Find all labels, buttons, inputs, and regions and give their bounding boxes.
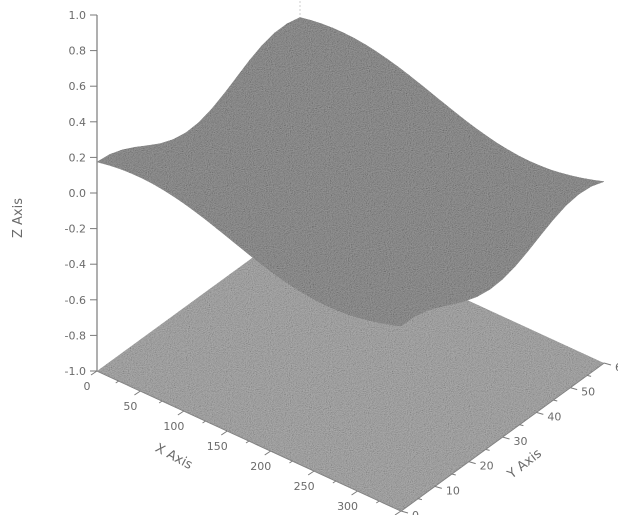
y-minor-tick: [553, 399, 558, 402]
y-tick-label: 30: [514, 435, 528, 448]
z-tick-label: 1.0: [69, 9, 87, 22]
z-tick-label: -0.8: [65, 329, 86, 342]
y-minor-tick: [417, 498, 423, 501]
y-tick: [603, 362, 612, 366]
y-tick-label: 60: [615, 361, 618, 374]
y-tick: [400, 510, 409, 514]
x-tick: [351, 490, 358, 496]
y-tick-label: 50: [581, 386, 595, 399]
x-minor-tick: [158, 400, 163, 404]
x-tick: [394, 510, 402, 515]
z-tick-label: -0.4: [65, 258, 86, 271]
z-tick-label: 0.4: [69, 116, 87, 129]
surface-mesh: [96, 17, 605, 327]
y-tick-label: 10: [446, 484, 460, 497]
x-tick-label: 100: [163, 420, 184, 433]
y-tick-label: 20: [480, 460, 494, 473]
y-tick-label: 40: [547, 410, 561, 423]
y-minor-tick: [451, 473, 456, 476]
y-minor-tick: [586, 374, 592, 377]
x-tick: [264, 450, 271, 456]
z-axis-title: Z Axis: [11, 198, 26, 238]
y-tick: [468, 461, 476, 465]
z-tick-label: 0.2: [69, 151, 87, 164]
y-tick: [502, 436, 510, 440]
x-minor-tick: [376, 500, 380, 504]
y-axis-title: Y Axis: [504, 446, 545, 483]
x-tick-label: 250: [294, 480, 315, 493]
y-tick: [434, 485, 442, 489]
x-tick-label: 150: [207, 440, 228, 453]
y-tick: [536, 411, 544, 415]
x-tick: [134, 390, 141, 396]
z-tick-label: -0.6: [65, 294, 86, 307]
x-minor-tick: [332, 480, 337, 484]
floor-projection-layer: [97, 223, 604, 511]
x-axis-title: X Axis: [152, 441, 195, 473]
y-minor-tick: [519, 424, 524, 427]
x-tick: [221, 430, 228, 436]
surface-layer: [96, 17, 605, 327]
x-tick: [90, 370, 98, 376]
x-tick-label: 50: [123, 400, 137, 413]
z-tick-label: 0.8: [69, 45, 87, 58]
x-tick: [177, 410, 185, 416]
x-tick-label: 200: [250, 460, 271, 473]
x-tick: [307, 470, 315, 476]
x-tick-label: 0: [84, 380, 91, 393]
floor-projection: [97, 223, 604, 511]
x-minor-tick: [289, 460, 293, 464]
labels-layer: 1.0 0.8 0.6 0.4 0.2 0.0 -0.2 -0.4 -0.6 -0.8 -1.0 0 5…: [65, 9, 618, 515]
z-tick-label: -1.0: [65, 365, 86, 378]
x-minor-tick: [245, 440, 250, 444]
x-tick-label: 300: [337, 500, 358, 513]
z-tick-label: 0.6: [69, 80, 87, 93]
x-minor-tick: [202, 420, 206, 424]
x-minor-tick: [115, 380, 119, 384]
y-tick-label: 0: [412, 509, 419, 515]
y-minor-tick: [485, 448, 490, 451]
z-tick-label: -0.2: [65, 223, 86, 236]
z-tick-label: 0.0: [69, 187, 87, 200]
y-tick: [570, 387, 578, 391]
surface-patch: [389, 314, 415, 327]
